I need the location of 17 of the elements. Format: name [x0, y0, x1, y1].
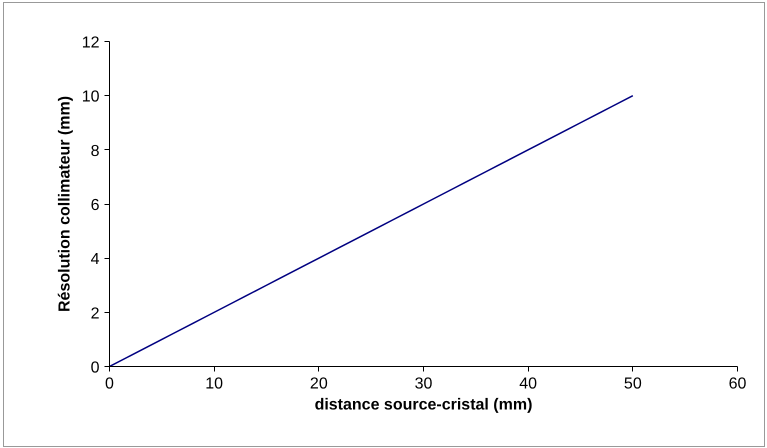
line-series [110, 94, 634, 366]
y-axis-title: Résolution collimateur (mm) [56, 96, 74, 312]
x-tick-label: 0 [105, 376, 114, 392]
y-tick-label: 8 [90, 142, 100, 160]
y-tick-label: 2 [90, 305, 100, 322]
x-tick-label: 20 [310, 376, 328, 392]
x-tick-label: 10 [205, 376, 224, 392]
y-tick-label: 12 [82, 34, 100, 52]
x-axis-title: distance source-cristal (mm) [314, 396, 532, 414]
x-tick-label: 30 [414, 376, 432, 392]
x-tick-label: 40 [519, 376, 538, 392]
y-tick-label: 4 [90, 251, 100, 268]
x-tick-label: 50 [624, 376, 642, 392]
y-tick-label: 0 [90, 360, 100, 376]
x-tick-label: 60 [728, 376, 746, 392]
y-tick-label: 10 [82, 88, 100, 106]
y-tick-label: 6 [90, 197, 100, 214]
